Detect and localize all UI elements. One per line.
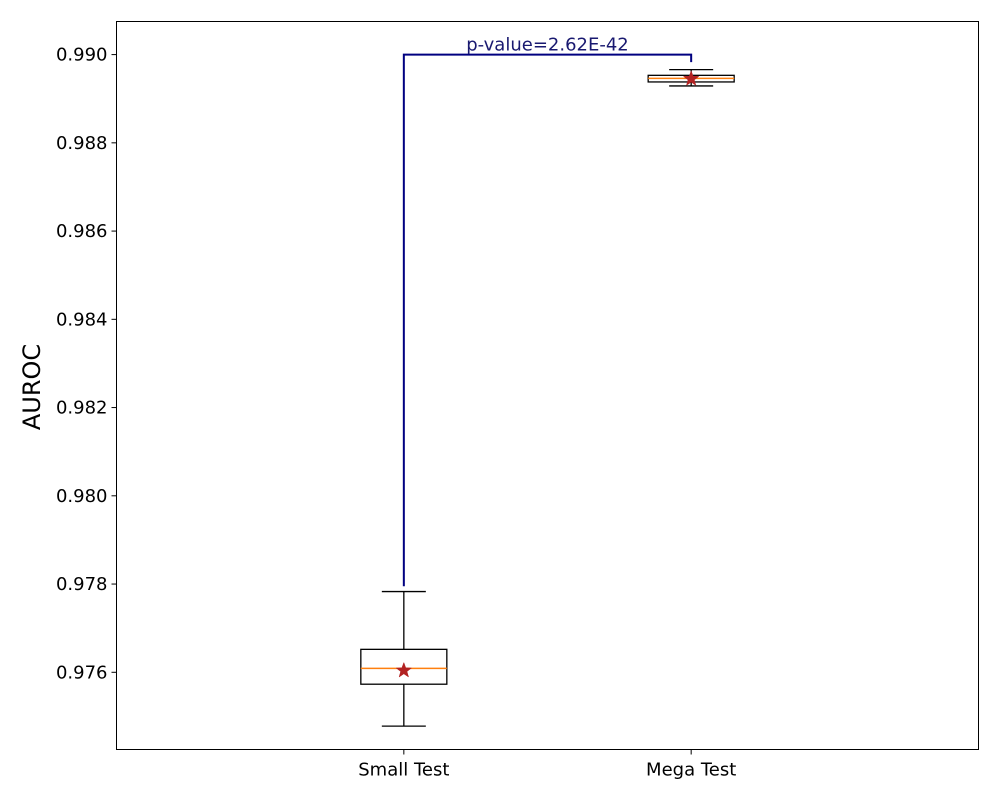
y-tick-label: 0.978	[56, 574, 108, 595]
y-tick-label: 0.980	[56, 486, 108, 507]
y-tick-label: 0.984	[56, 309, 108, 330]
x-tick-label: Mega Test	[646, 760, 736, 781]
mean-star-marker	[682, 70, 700, 86]
iqr-box	[360, 648, 448, 685]
y-tick-label: 0.990	[56, 45, 108, 66]
y-axis-ticks: 0.976 0.978 0.980 0.982 0.984 0.986 0.988 0.990	[56, 45, 117, 683]
y-tick-label: 0.986	[56, 221, 108, 242]
x-axis-ticks: Small Test Mega Test	[358, 749, 736, 781]
p-value-annotation: p-value=2.62E-42	[466, 35, 629, 56]
plot-frame	[116, 21, 979, 750]
y-tick-label: 0.976	[56, 662, 108, 683]
significance-bracket	[402, 53, 693, 587]
mean-star-marker	[395, 661, 413, 678]
y-tick-label: 0.982	[56, 398, 108, 419]
y-tick-label: 0.988	[56, 133, 108, 154]
plot-area: p-value=2.62E-42	[360, 35, 735, 727]
x-tick-label: Small Test	[358, 760, 449, 781]
y-axis-label: AUROC	[18, 344, 46, 430]
